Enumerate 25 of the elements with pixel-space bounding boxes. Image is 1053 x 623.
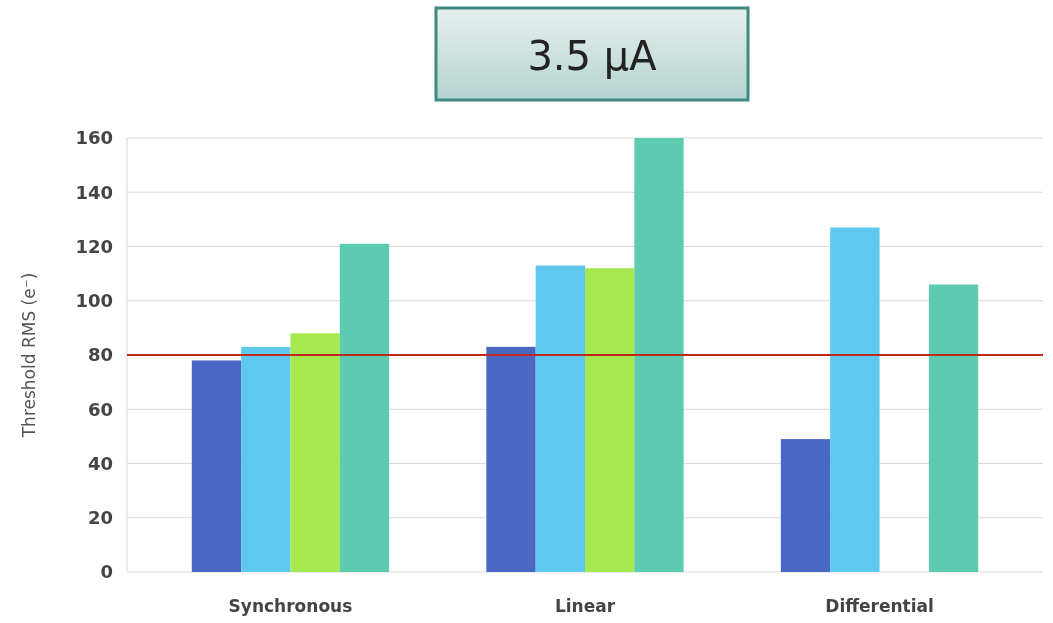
x-tick-label: Synchronous	[228, 596, 353, 616]
bar	[585, 268, 635, 572]
bar	[780, 439, 831, 572]
bar	[241, 346, 291, 572]
bar	[928, 284, 979, 572]
y-axis-title: Threshold RMS (e⁻)	[19, 272, 39, 439]
y-tick-label: 0	[100, 561, 113, 583]
bar	[634, 138, 684, 572]
y-tick-label: 40	[87, 452, 113, 474]
x-tick-label: Linear	[554, 596, 616, 616]
y-tick-label: 100	[75, 290, 113, 312]
bar	[191, 360, 242, 572]
y-tick-label: 80	[87, 344, 113, 366]
y-tick-label: 160	[75, 127, 113, 149]
bar	[535, 265, 585, 572]
y-tick-label: 120	[75, 235, 113, 257]
bar	[830, 227, 880, 572]
bar	[339, 243, 390, 572]
y-tick-label: 20	[87, 507, 113, 529]
bar	[486, 346, 536, 572]
x-tick-label: Differential	[825, 596, 934, 616]
bar	[290, 333, 340, 572]
chart-title: 3.5 μA	[527, 33, 658, 79]
y-tick-label: 140	[75, 181, 113, 203]
y-tick-label: 60	[87, 398, 113, 420]
